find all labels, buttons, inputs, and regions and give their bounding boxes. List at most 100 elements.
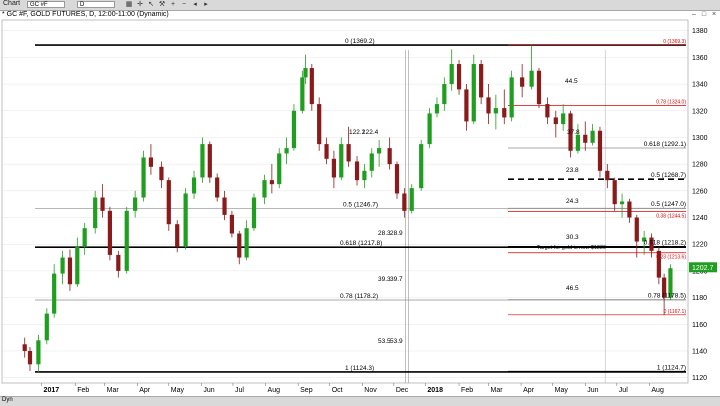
chart-annotation: 53.5: [378, 338, 391, 345]
candle-body: [464, 89, 469, 122]
x-tick-label: Nov: [364, 387, 377, 394]
minus-icon[interactable]: −: [181, 1, 187, 8]
x-tick-label: Aug: [268, 387, 281, 394]
chart-annotation: 46.5: [566, 285, 579, 292]
fib-level-label: 0 (1369.2): [345, 38, 375, 45]
candle-body: [200, 144, 205, 178]
candle-body: [175, 224, 180, 247]
y-tick-label: 1360: [692, 55, 708, 62]
maximize-icon[interactable]: □: [701, 11, 707, 18]
candle-body: [36, 340, 41, 365]
candle-body: [124, 210, 129, 271]
y-tick-label: 1180: [692, 295, 707, 302]
candle-body: [141, 157, 146, 198]
chart-annotation: 39.3: [378, 276, 391, 283]
candle-body: [561, 113, 566, 125]
candle-body: [244, 228, 249, 258]
candle-body: [159, 166, 164, 181]
chart-annotation: 30.3: [566, 234, 579, 241]
x-tick-label: Feb: [77, 387, 89, 394]
candle-body: [369, 153, 374, 171]
arrow-right-icon[interactable]: ▸: [204, 1, 208, 8]
chart-window-label: Chart: [3, 0, 21, 7]
plus-icon[interactable]: +: [170, 1, 176, 8]
grid-icon[interactable]: ▦: [125, 1, 133, 8]
candle-body: [82, 228, 87, 247]
chart-annotation: 44.5: [565, 78, 578, 85]
candle-body: [642, 237, 647, 242]
wrench-icon[interactable]: ⚒: [158, 1, 166, 8]
candle-body: [583, 134, 588, 143]
x-tick-label: Jul: [619, 387, 628, 394]
current-price-label: 1202.7: [692, 265, 714, 272]
fib-level-label: 0.5 (1268.7): [651, 172, 686, 179]
candle-body: [229, 214, 234, 234]
candle-body: [634, 217, 639, 242]
x-tick-label: 2017: [44, 387, 60, 394]
y-tick-label: 1160: [692, 322, 707, 329]
y-tick-label: 1300: [692, 135, 708, 142]
candle-body: [568, 113, 573, 151]
candle-body: [536, 70, 542, 105]
candle-body: [309, 68, 314, 105]
x-tick-label: May: [171, 387, 185, 394]
y-tick-label: 1280: [692, 162, 708, 169]
candle-body: [449, 64, 454, 85]
fib-level-label: 0.618 (1217.8): [340, 240, 382, 247]
axes: 1120114011601180120012201240126012801300…: [1, 19, 717, 394]
candle-body: [22, 344, 27, 351]
candle-body: [427, 113, 432, 145]
candle-body: [377, 148, 382, 154]
x-tick-label: Apr: [139, 387, 151, 394]
pointer-icon[interactable]: ↖: [148, 1, 154, 8]
candle-body: [479, 64, 484, 98]
candle-body: [27, 350, 33, 365]
fib-level-label: 0.5 (1246.7): [343, 202, 378, 209]
x-tick-label: Jun: [587, 387, 598, 394]
candle-body: [597, 130, 603, 171]
level-lines: [35, 44, 686, 373]
candle-body: [486, 97, 491, 114]
candle-body: [394, 164, 400, 194]
candle-body: [324, 144, 329, 159]
candle-body: [303, 68, 308, 78]
candle-body: [148, 157, 154, 167]
x-tick-label: Sep: [300, 387, 313, 394]
period-input[interactable]: D: [77, 1, 115, 8]
fib-level-label: 0.78 (1178.2): [340, 293, 378, 300]
close-icon[interactable]: ×: [711, 11, 717, 18]
candle-body: [183, 193, 188, 247]
fib-level-label: 0.618 (1218.2): [644, 240, 686, 247]
chart-annotation: 122.2: [349, 129, 366, 136]
candle-body: [409, 188, 414, 211]
chart-annotation: 24.3: [566, 198, 579, 205]
x-tick-label: May: [555, 387, 569, 394]
candle-body: [627, 201, 632, 218]
x-tick-label: Aug: [651, 387, 664, 394]
fib-level-label: 1 (1124.3): [345, 365, 374, 372]
y-tick-label: 1240: [692, 215, 708, 222]
x-tick-label: Apr: [523, 387, 535, 394]
candle-body: [107, 210, 113, 255]
candle-body: [362, 170, 367, 181]
x-tick-label: Jun: [203, 387, 214, 394]
crosshair-icon[interactable]: ✛: [137, 1, 143, 8]
candle-body: [346, 144, 351, 162]
candle-body: [471, 64, 476, 122]
candle-body: [300, 77, 305, 111]
candle-body: [75, 246, 80, 285]
candle-body: [612, 180, 617, 205]
symbol-input[interactable]: GC #F: [27, 1, 65, 8]
minimize-icon[interactable]: –: [692, 11, 696, 18]
x-tick-label: Jul: [235, 387, 244, 394]
candle-body: [502, 108, 507, 118]
candle-body: [269, 180, 274, 185]
chart-annotation: 37.8: [567, 129, 580, 136]
candle-body: [456, 64, 462, 90]
chart-title: * GC #F, GOLD FUTURES, D, 12:00-11:00 (D…: [2, 11, 169, 18]
candle-body: [509, 77, 514, 118]
grid: [2, 30, 688, 383]
y-tick-label: 1340: [692, 82, 708, 89]
arrow-left-icon[interactable]: ◂: [193, 1, 197, 8]
